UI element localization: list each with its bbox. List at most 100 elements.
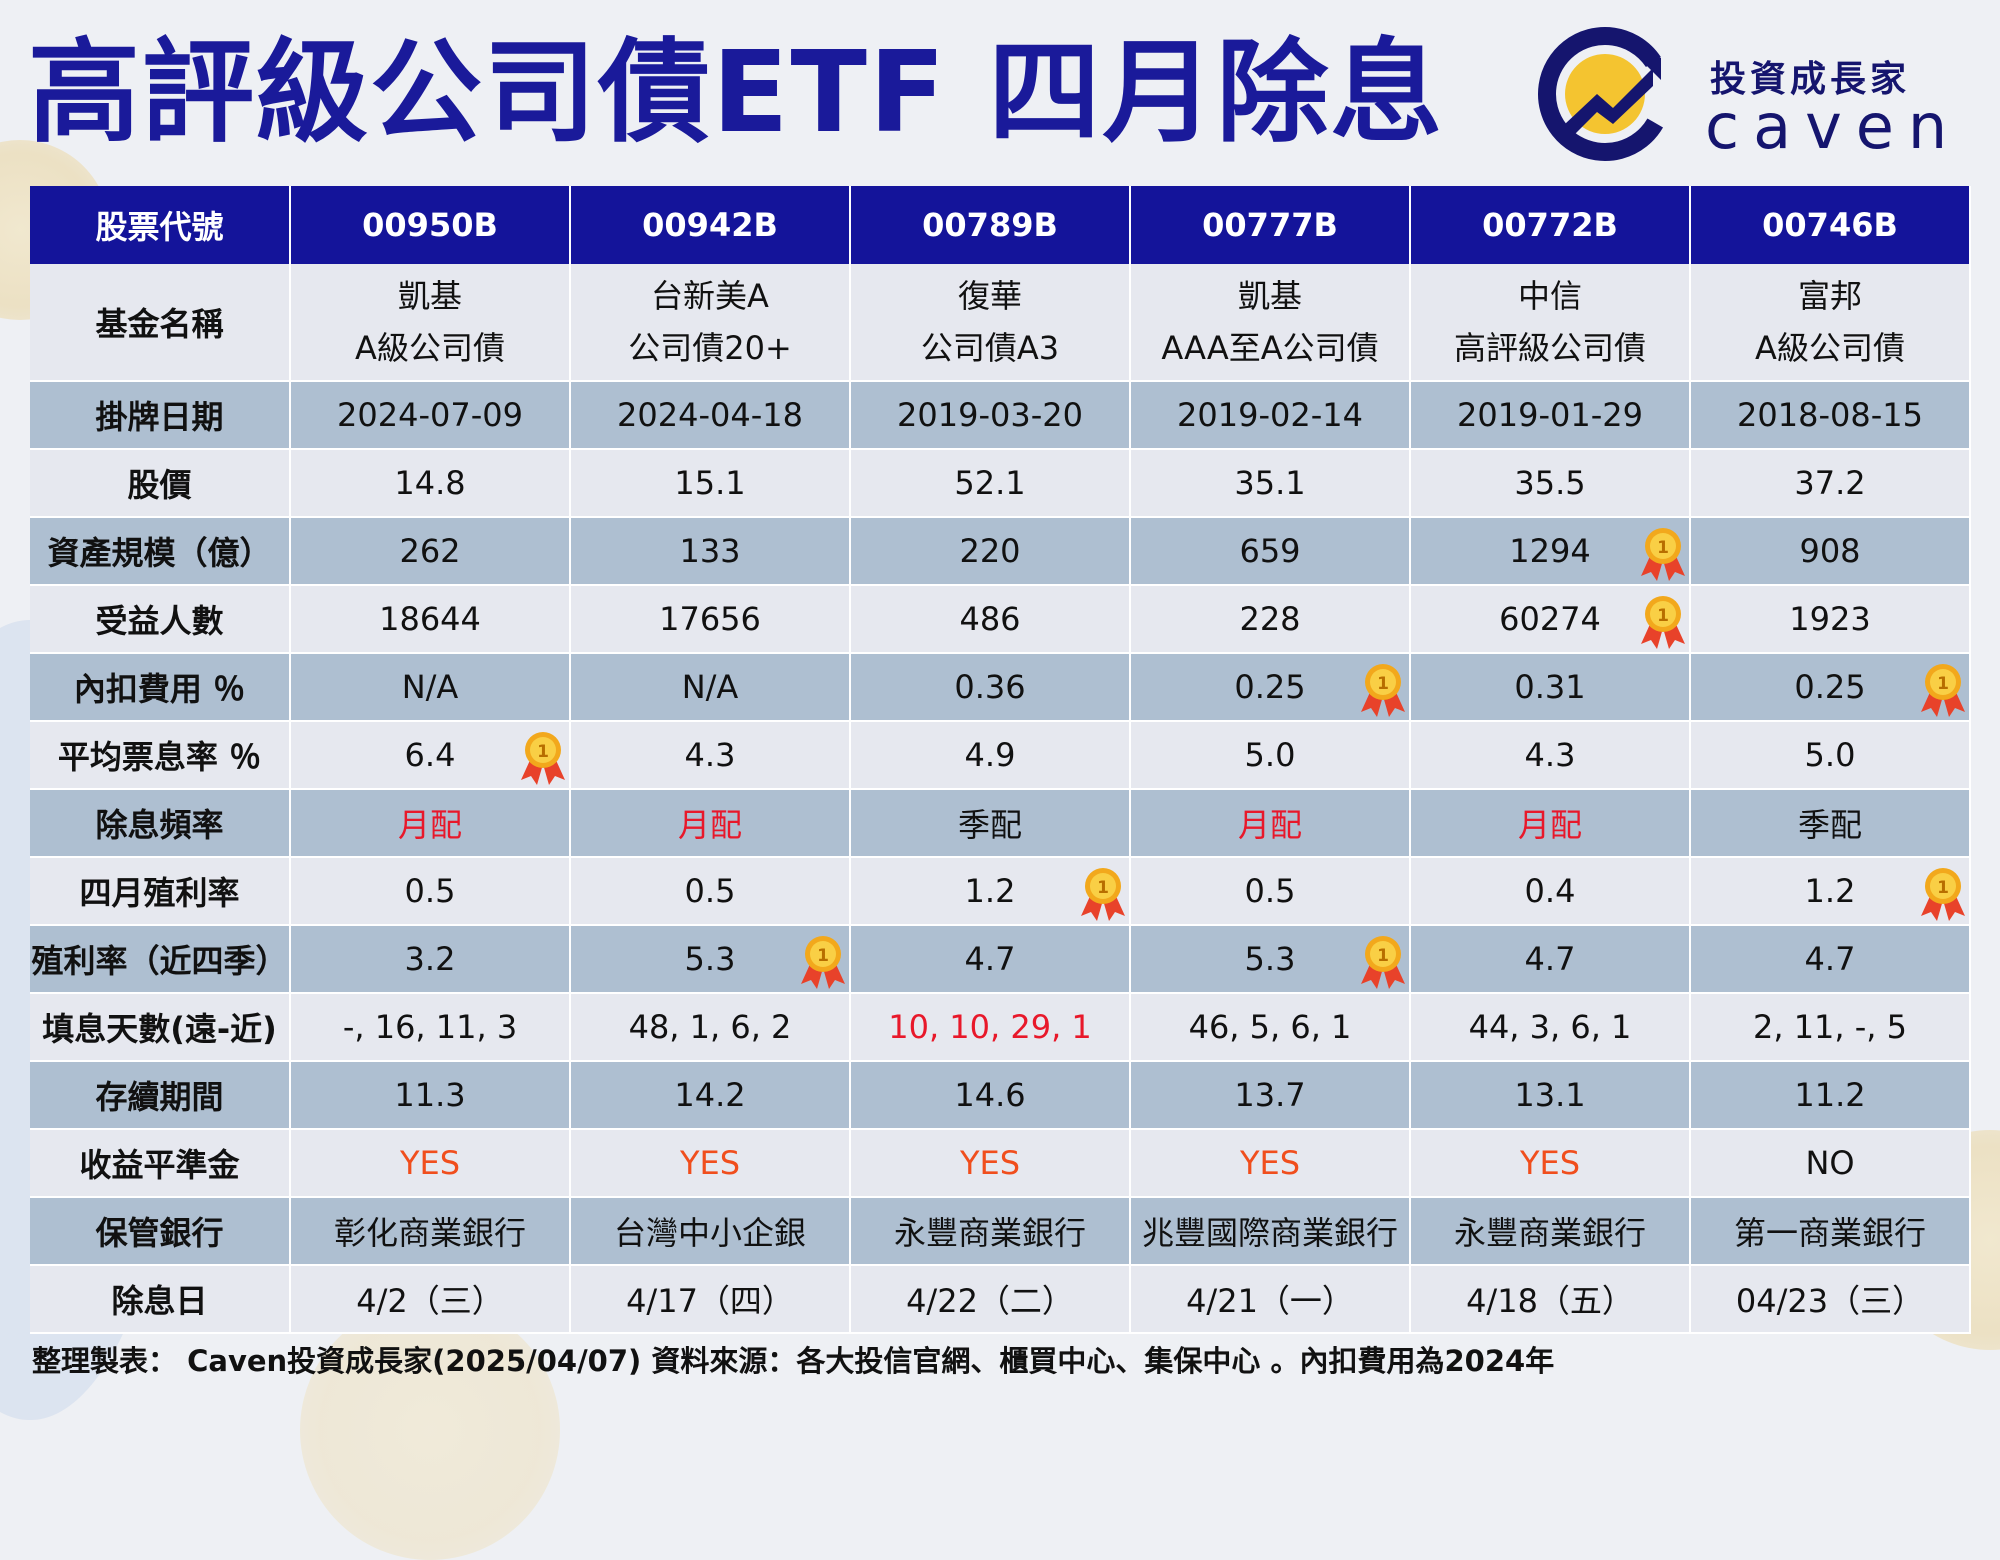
- table-cell: 永豐商業銀行: [850, 1197, 1131, 1266]
- cell-value: YES: [679, 1144, 741, 1182]
- table-cell: 35.5: [1410, 449, 1691, 518]
- table-cell: YES: [290, 1129, 571, 1198]
- table-cell: YES: [1130, 1129, 1411, 1198]
- table-cell: 14.8: [290, 449, 571, 518]
- svg-text:1: 1: [1937, 878, 1949, 898]
- svg-text:1: 1: [1377, 674, 1389, 694]
- cell-line: 中信: [1517, 277, 1582, 315]
- cell-value: 1.2: [1804, 872, 1856, 910]
- cell-value: 0.31: [1514, 668, 1586, 706]
- table-row-holders: 受益人數 18644 17656 486 228 60274 1 1923: [30, 585, 1971, 654]
- cell-line: A級公司債: [1755, 329, 1905, 367]
- table-cell: 台新美A 公司債20+: [570, 264, 851, 382]
- table-cell: YES: [1410, 1129, 1691, 1198]
- cell-value: 60274: [1499, 600, 1601, 638]
- table-cell: 第一商業銀行: [1690, 1197, 1971, 1266]
- table-cell: 4/22（二）: [850, 1265, 1131, 1334]
- cell-line: 復華: [957, 277, 1022, 315]
- brand-logo: 投資成長家 caven: [1535, 22, 1947, 163]
- table-cell: 48, 1, 6, 2: [570, 993, 851, 1062]
- cell-value: 4.3: [684, 736, 736, 774]
- table-cell: N/A: [570, 653, 851, 722]
- cell-value: 1294: [1509, 532, 1591, 570]
- table-cell: 486: [850, 585, 1131, 654]
- cell-value: 35.1: [1234, 464, 1306, 502]
- table-cell: 17656: [570, 585, 851, 654]
- cell-value: -, 16, 11, 3: [342, 1008, 518, 1046]
- cell-value: 2019-03-20: [897, 396, 1083, 434]
- header-code: 00777B: [1130, 186, 1411, 264]
- table-row-ttm-yield: 殖利率（近四季） 3.2 5.3 1 4.7 5.3 1 4.7 4.7: [30, 925, 1971, 994]
- table-cell: 2019-03-20: [850, 381, 1131, 450]
- table-cell: 中信 高評級公司債: [1410, 264, 1691, 382]
- cell-value: 44, 3, 6, 1: [1468, 1008, 1632, 1046]
- table-cell: 35.1: [1130, 449, 1411, 518]
- page-title: 高評級公司債ETF 四月除息: [28, 28, 1445, 158]
- table-cell: 2024-07-09: [290, 381, 571, 450]
- row-label: 內扣費用 ％: [30, 653, 291, 722]
- table-cell: 2019-02-14: [1130, 381, 1411, 450]
- cell-value: 52.1: [954, 464, 1026, 502]
- cell-value: 908: [1799, 532, 1861, 570]
- table-row-coupon: 平均票息率 ％ 6.4 1 4.3 4.9 5.0 4.3 5.0: [30, 721, 1971, 790]
- row-label: 存續期間: [30, 1061, 291, 1130]
- cell-line: 高評級公司債: [1453, 329, 1646, 367]
- table-cell: 228: [1130, 585, 1411, 654]
- gold-medal-icon: 1: [1641, 528, 1685, 581]
- table-cell: -, 16, 11, 3: [290, 993, 571, 1062]
- table-cell: 5.0: [1690, 721, 1971, 790]
- table-row-frequency: 除息頻率 月配 月配 季配 月配 月配 季配: [30, 789, 1971, 858]
- cell-value: 4.3: [1524, 736, 1576, 774]
- table-cell: 4.7: [1410, 925, 1691, 994]
- cell-value: 133: [679, 532, 741, 570]
- table-cell: 永豐商業銀行: [1410, 1197, 1691, 1266]
- cell-value: 月配: [1237, 806, 1302, 844]
- cell-value: 18644: [379, 600, 481, 638]
- gold-medal-icon: 1: [1081, 868, 1125, 921]
- row-label: 資產規模（億）: [30, 517, 291, 586]
- table-cell: 2019-01-29: [1410, 381, 1691, 450]
- table-cell: 52.1: [850, 449, 1131, 518]
- header-code: 00789B: [850, 186, 1131, 264]
- table-row-expense: 內扣費用 ％ N/A N/A 0.36 0.25 1 0.31 0.25 1: [30, 653, 1971, 722]
- table-cell: 10, 10, 29, 1: [850, 993, 1131, 1062]
- row-label: 填息天數(遠-近): [30, 993, 291, 1062]
- table-cell: 11.2: [1690, 1061, 1971, 1130]
- cell-value: 486: [959, 600, 1021, 638]
- cell-value: 48, 1, 6, 2: [628, 1008, 792, 1046]
- table-cell: 659: [1130, 517, 1411, 586]
- caven-logo-icon: [1538, 27, 1672, 161]
- table-cell: 0.5: [1130, 857, 1411, 926]
- cell-line: 公司債20+: [628, 329, 792, 367]
- table-row-duration: 存續期間 11.3 14.2 14.6 13.7 13.1 11.2: [30, 1061, 1971, 1130]
- cell-value: 兆豐國際商業銀行: [1141, 1214, 1398, 1252]
- table-cell: 月配: [1130, 789, 1411, 858]
- cell-line: 富邦: [1797, 277, 1862, 315]
- table-cell: 季配: [1690, 789, 1971, 858]
- cell-value: YES: [1239, 1144, 1301, 1182]
- cell-value: 月配: [677, 806, 742, 844]
- cell-value: N/A: [681, 668, 739, 706]
- table-cell: 133: [570, 517, 851, 586]
- cell-value: 10, 10, 29, 1: [888, 1008, 1092, 1046]
- row-label: 掛牌日期: [30, 381, 291, 450]
- cell-value: 46, 5, 6, 1: [1188, 1008, 1352, 1046]
- table-cell: 月配: [290, 789, 571, 858]
- cell-value: 月配: [1517, 806, 1582, 844]
- header-code: 00942B: [570, 186, 851, 264]
- cell-value: 5.0: [1804, 736, 1856, 774]
- gold-medal-icon: 1: [1361, 936, 1405, 989]
- cell-value: 04/23（三）: [1735, 1282, 1925, 1320]
- row-label: 基金名稱: [30, 264, 291, 382]
- etf-comparison-table: 股票代號 00950B 00942B 00789B 00777B 00772B …: [30, 186, 1971, 1334]
- cell-value: 月配: [397, 806, 462, 844]
- cell-value: 37.2: [1794, 464, 1866, 502]
- table-cell: N/A: [290, 653, 571, 722]
- svg-text:1: 1: [1657, 538, 1669, 558]
- cell-value: 4.7: [1524, 940, 1576, 978]
- cell-line: 公司債A3: [920, 329, 1060, 367]
- cell-value: 17656: [659, 600, 761, 638]
- table-cell: 44, 3, 6, 1: [1410, 993, 1691, 1062]
- cell-value: 台灣中小企銀: [613, 1214, 806, 1252]
- table-cell: 月配: [1410, 789, 1691, 858]
